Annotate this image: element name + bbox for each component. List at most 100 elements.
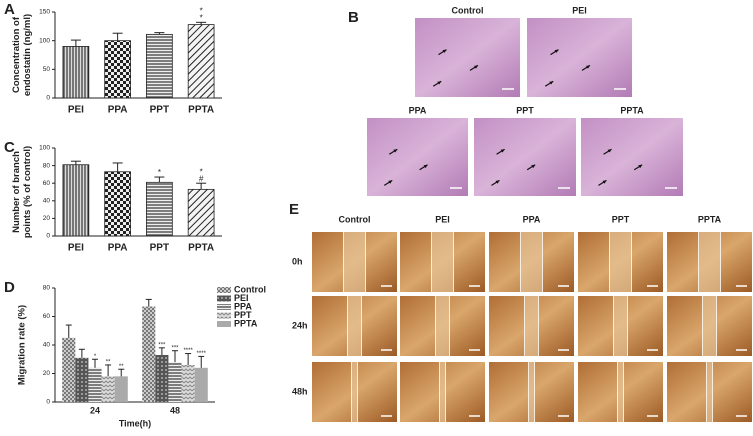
image-label: Control [452,5,484,15]
y-tick-label: 0 [46,95,50,102]
bar [88,367,102,402]
legend-label: PEI [234,293,249,303]
arrow-head [393,149,398,153]
column-label: PPA [523,214,541,224]
x-tick-label: PEI [68,105,84,116]
y-tick-label: 0 [46,233,50,240]
bar [187,24,215,99]
scratch [613,296,628,356]
legend-swatch [217,287,231,293]
scratch [343,232,366,292]
y-tick-label: 80 [43,285,51,292]
x-tick-label: PPTA [188,243,214,254]
scratch [439,362,446,422]
column-label: Control [339,214,371,224]
scratch [524,296,539,356]
x-tick-label: PPA [108,243,128,254]
scratch [609,232,632,292]
significance: ** [119,364,124,370]
y-tick-label: 60 [43,180,51,187]
y-tick-label: 20 [43,215,51,222]
column-label: PEI [435,214,450,224]
bar [194,367,208,402]
y-tick-label: 20 [43,370,51,377]
bar [181,364,195,402]
significance: **** [183,348,193,354]
significance: **** [197,351,207,357]
scratch [435,296,450,356]
micrograph [415,18,520,97]
bar [101,376,115,402]
arrow-head [495,180,500,184]
arrow-head [638,164,643,169]
significance: # [199,174,204,183]
row-label: 24h [292,320,308,330]
column-label: PPT [612,214,630,224]
arrow-head [531,164,536,169]
scratch [702,296,717,356]
image-label: PPA [409,105,427,115]
arrow-head [602,180,607,184]
bar [62,337,76,402]
bar [104,171,131,237]
bar [187,188,215,237]
scratch [617,362,624,422]
y-tick-label: 40 [43,342,51,349]
micrograph [527,18,632,97]
y-axis-label: endostatin (ng/ml) [22,14,33,96]
y-tick-label: 60 [43,313,51,320]
micrograph [367,118,468,196]
legend-swatch [217,295,231,302]
y-tick-label: 100 [39,145,50,152]
bar [62,164,90,237]
y-tick-label: 40 [43,198,51,205]
image-label: PPT [516,105,534,115]
y-tick-label: 100 [39,37,50,44]
legend-label: Control [234,284,266,294]
panel-letter: A [4,1,15,18]
arrow-head [549,81,554,85]
scratch [520,232,543,292]
arrow-head [500,149,505,153]
micrograph [581,118,683,196]
x-tick-label: PPT [150,105,169,116]
bar [104,40,131,99]
arrow-head [554,49,559,53]
significance: * [200,6,203,15]
significance: * [200,13,203,22]
bar [75,357,89,402]
significance: * [158,168,161,177]
micrograph [474,118,576,196]
column-label: PPTA [698,214,722,224]
y-axis-label: points (% of control) [22,146,33,238]
scratch [528,362,535,422]
arrow-head [607,149,612,153]
scratch [698,232,721,292]
panel-letter: B [348,9,359,26]
legend-label: PPA [234,301,252,311]
bar [146,181,173,237]
scratch [706,362,713,422]
y-tick-label: 0 [46,399,50,406]
x-tick-label: PPT [150,243,169,254]
scratch [351,362,358,422]
bar [114,376,128,402]
arrow-head [442,49,447,53]
arrow-head [586,65,590,69]
y-axis-label: Migration rate (%) [17,305,28,385]
bar [142,306,156,402]
legend-swatch [217,304,231,310]
x-tick-label: PEI [68,243,84,254]
bar [155,354,169,402]
significance: * [94,354,97,360]
x-tick-label: PPA [108,105,128,116]
significance: ** [106,360,111,366]
y-axis-label: Concentration of [11,16,22,93]
y-tick-label: 80 [43,162,51,169]
panel-letter: D [4,279,15,296]
arrow-head [474,65,478,69]
arrow-head [423,164,428,169]
x-tick-label: PPTA [188,105,214,116]
